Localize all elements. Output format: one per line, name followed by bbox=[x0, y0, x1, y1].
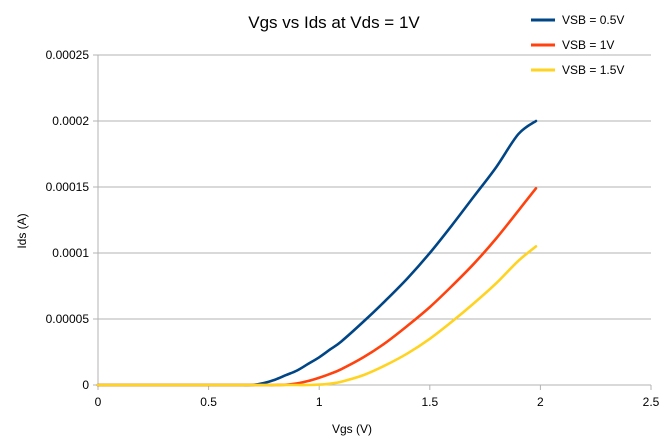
legend-label: VSB = 1V bbox=[562, 38, 614, 52]
y-tick-label: 0.00025 bbox=[46, 48, 90, 62]
tick-labels: 0 0.00005 0.0001 0.00015 0.0002 0.00025 0 0.5 1 1… bbox=[46, 48, 660, 409]
legend-label: VSB = 1.5V bbox=[562, 63, 624, 77]
y-tick-label: 0.00015 bbox=[46, 180, 90, 194]
x-tick-label: 0 bbox=[95, 395, 102, 409]
series-lines bbox=[96, 119, 538, 387]
x-axis-label: Vgs (V) bbox=[332, 422, 372, 436]
y-tick-label: 0.0002 bbox=[52, 114, 89, 128]
series-line-3 bbox=[96, 245, 538, 387]
y-axis-label: Ids (A) bbox=[15, 213, 29, 248]
y-tick-label: 0 bbox=[82, 378, 89, 392]
x-tick-label: 1 bbox=[316, 395, 323, 409]
chart-title: Vgs vs Ids at Vds = 1V bbox=[248, 13, 420, 32]
x-tick-label: 2 bbox=[537, 395, 544, 409]
series-line-2 bbox=[96, 187, 538, 387]
x-tick-label: 2.5 bbox=[643, 395, 660, 409]
grid-lines bbox=[98, 54, 651, 320]
y-tick-label: 0.0001 bbox=[52, 246, 89, 260]
axes bbox=[93, 54, 652, 390]
y-tick-label: 0.00005 bbox=[46, 312, 90, 326]
x-tick-label: 1.5 bbox=[421, 395, 438, 409]
legend-label: VSB = 0.5V bbox=[562, 13, 624, 27]
legend: VSB = 0.5V VSB = 1V VSB = 1.5V bbox=[531, 13, 624, 77]
x-tick-label: 0.5 bbox=[200, 395, 217, 409]
